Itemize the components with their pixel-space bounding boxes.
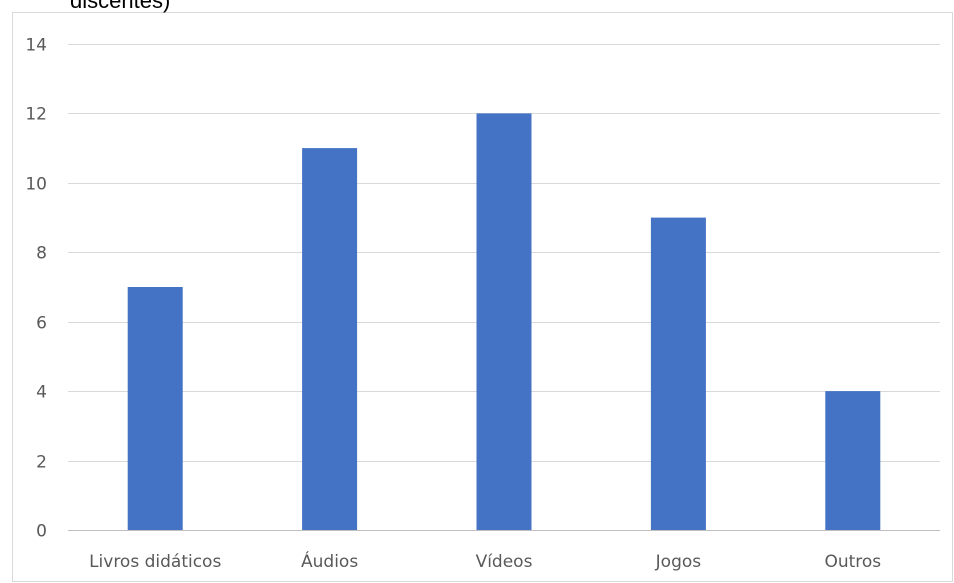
- x-axis-categories: Livros didáticos Áudios Vídeos Jogos Outros: [89, 550, 881, 572]
- x-category-label: Livros didáticos: [89, 552, 221, 572]
- y-tick-label: 2: [36, 453, 47, 473]
- y-tick-label: 14: [25, 36, 47, 56]
- y-tick-label: 0: [36, 522, 47, 542]
- chart-border: [12, 12, 953, 582]
- y-tick-label: 12: [25, 105, 47, 125]
- y-axis-ticks: 0 2 4 6 8 10 12 14: [25, 36, 47, 542]
- x-category-label: Jogos: [655, 552, 702, 572]
- y-tick-label: 8: [36, 244, 47, 264]
- bar: [650, 217, 706, 530]
- x-category-label: Áudios: [301, 550, 358, 572]
- bar: [476, 113, 532, 531]
- bar: [127, 287, 183, 530]
- bar: [302, 148, 358, 530]
- y-tick-label: 6: [36, 314, 47, 334]
- bar: [825, 391, 881, 530]
- bars: [127, 113, 881, 531]
- x-category-label: Vídeos: [476, 552, 533, 572]
- chart-title: discentes): [70, 0, 170, 13]
- title-backdrop: [60, 0, 235, 12]
- y-tick-label: 10: [25, 175, 47, 195]
- x-category-label: Outros: [824, 552, 881, 572]
- y-tick-label: 4: [36, 383, 47, 403]
